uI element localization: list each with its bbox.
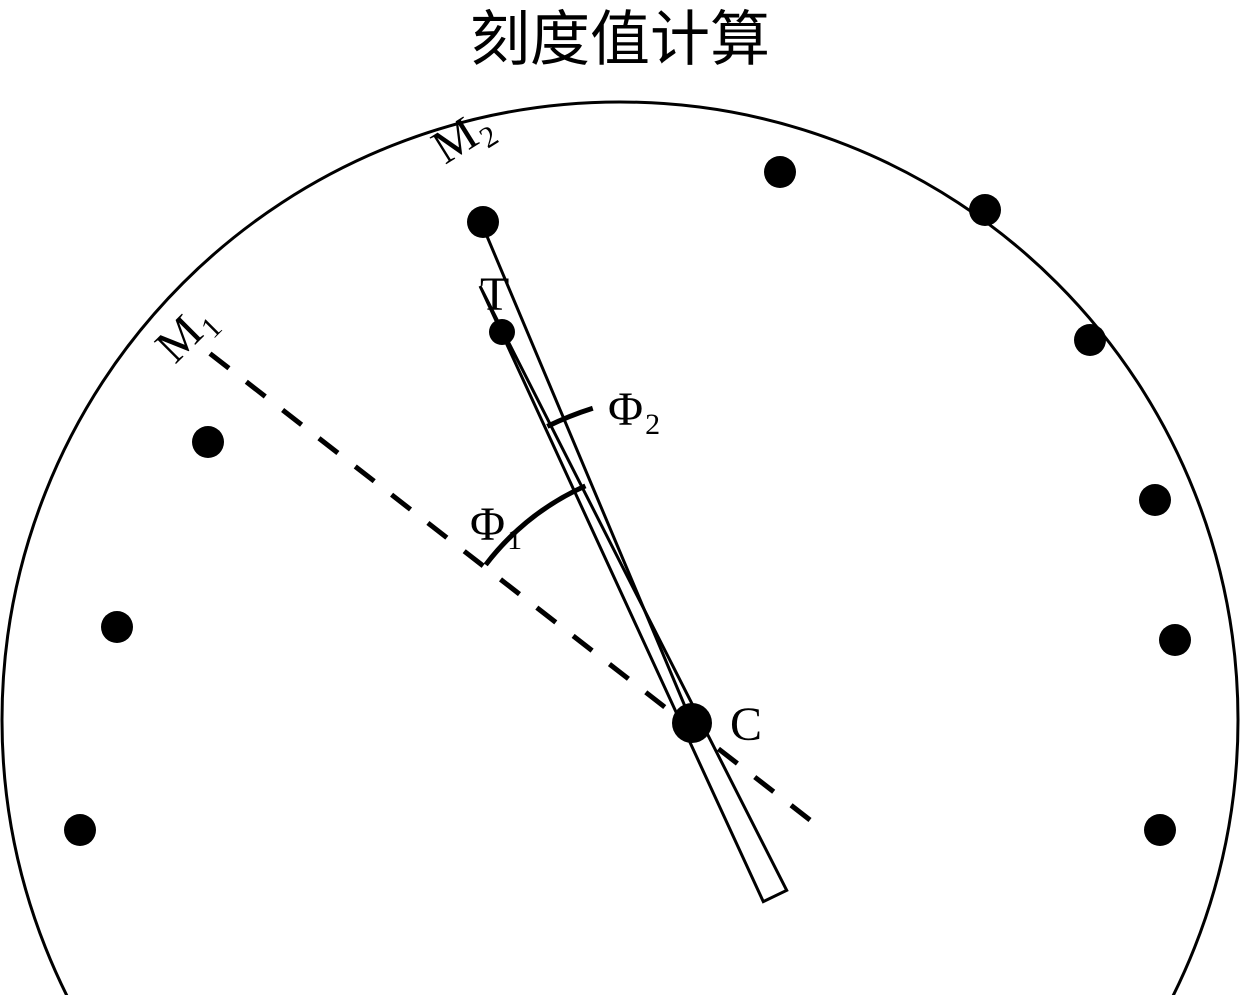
- scale-dot: [64, 814, 96, 846]
- scale-dot: [969, 194, 1001, 226]
- scale-dot: [1074, 324, 1106, 356]
- center-dot: [672, 703, 712, 743]
- scale-dot: [101, 611, 133, 643]
- center-label: C: [730, 698, 762, 751]
- needle-tip-dot: [489, 319, 515, 345]
- diagram-title: 刻度值计算: [470, 7, 770, 73]
- scale-dot: [1139, 484, 1171, 516]
- tip-label: T: [480, 268, 509, 321]
- scale-dot: [1159, 624, 1191, 656]
- scale-dot: [467, 206, 499, 238]
- scale-dot: [192, 426, 224, 458]
- scale-dot: [1144, 814, 1176, 846]
- scale-dot: [764, 156, 796, 188]
- background: [0, 0, 1240, 995]
